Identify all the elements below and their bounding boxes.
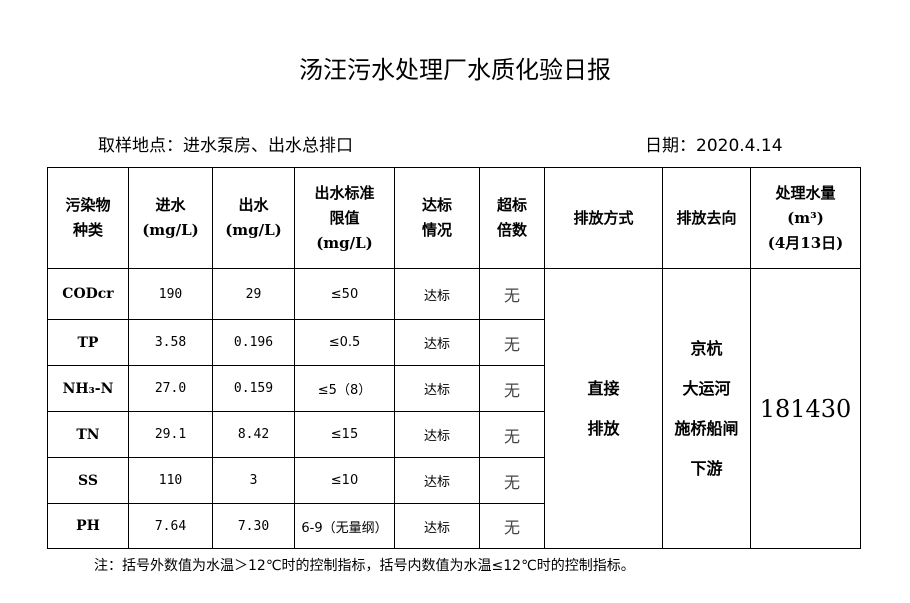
header-limit: 出水标准 限值 (mg/L) [294, 167, 395, 269]
sampling-location: 取样地点：进水泵房、出水总排口 [98, 136, 353, 156]
pollutant-name: NH₃-N [47, 365, 129, 412]
exceed-value: 无 [479, 365, 545, 412]
inflow-value: 27.0 [128, 365, 213, 412]
compliance-value: 达标 [394, 457, 480, 504]
exceed-value: 无 [479, 319, 545, 366]
exceed-value: 无 [479, 503, 545, 549]
table-row: SS 110 3 ≤10 达标 无 [47, 457, 861, 504]
compliance-value: 达标 [394, 268, 480, 320]
table-row: CODcr 190 29 ≤50 达标 无 直接 排放 京杭 大运河 施桥船闸 下游 1… [47, 268, 861, 549]
table-row: TN 29.1 8.42 ≤15 达标 无 [47, 411, 861, 458]
discharge-mode: 直接 排放 [544, 268, 663, 549]
outflow-value: 7.30 [212, 503, 295, 549]
outflow-value: 8.42 [212, 411, 295, 458]
limit-value: ≤50 [294, 268, 395, 320]
header-inflow: 进水 (mg/L) [128, 167, 213, 269]
inflow-value: 190 [128, 268, 213, 320]
water-quality-table: 污染物 种类 进水 (mg/L) 出水 (mg/L) 出水标准 限值 (mg/L) 达标情… [47, 167, 861, 549]
header-row: 污染物 种类 进水 (mg/L) 出水 (mg/L) 出水标准 限值 (mg/L) 达标情… [47, 167, 861, 269]
compliance-value: 达标 [394, 411, 480, 458]
inflow-value: 3.58 [128, 319, 213, 366]
table-row: NH₃-N 27.0 0.159 ≤5（8） 达标 无 [47, 365, 861, 412]
compliance-value: 达标 [394, 365, 480, 412]
footnote: 注：括号外数值为水温＞12℃时的控制指标，括号内数值为水温≤12℃时的控制指标。 [94, 558, 635, 574]
exceed-value: 无 [479, 268, 545, 320]
limit-value: ≤0.5 [294, 319, 395, 366]
outflow-value: 3 [212, 457, 295, 504]
outflow-value: 29 [212, 268, 295, 320]
header-exceed: 超标 倍数 [479, 167, 545, 269]
outflow-value: 0.159 [212, 365, 295, 412]
pollutant-name: TN [47, 411, 129, 458]
pollutant-name: CODcr [47, 268, 129, 320]
limit-value: ≤10 [294, 457, 395, 504]
exceed-value: 无 [479, 411, 545, 458]
table-row: PH 7.64 7.30 6-9（无量纲） 达标 无 [47, 503, 861, 549]
report-date: 日期：2020.4.14 [645, 136, 783, 156]
inflow-value: 110 [128, 457, 213, 504]
outflow-value: 0.196 [212, 319, 295, 366]
table-row: TP 3.58 0.196 ≤0.5 达标 无 [47, 319, 861, 366]
header-pollutant: 污染物 种类 [47, 167, 129, 269]
header-discharge-dest: 排放去向 [662, 167, 751, 269]
limit-value: 6-9（无量纲） [294, 503, 395, 549]
pollutant-name: PH [47, 503, 129, 549]
header-compliance: 达标 情况 [394, 167, 480, 269]
exceed-value: 无 [479, 457, 545, 504]
header-volume: 处理水量 (m³) (4月13日) [750, 167, 861, 269]
compliance-value: 达标 [394, 503, 480, 549]
header-outflow: 出水 (mg/L) [212, 167, 295, 269]
limit-value: ≤15 [294, 411, 395, 458]
header-discharge-mode: 排放方式 [544, 167, 663, 269]
treated-volume: 181430 [750, 268, 861, 549]
pollutant-name: SS [47, 457, 129, 504]
discharge-destination: 京杭 大运河 施桥船闸 下游 [662, 268, 751, 549]
compliance-value: 达标 [394, 319, 480, 366]
page-title: 汤汪污水处理厂水质化验日报 [299, 56, 611, 84]
limit-value: ≤5（8） [294, 365, 395, 412]
inflow-value: 29.1 [128, 411, 213, 458]
pollutant-name: TP [47, 319, 129, 366]
inflow-value: 7.64 [128, 503, 213, 549]
